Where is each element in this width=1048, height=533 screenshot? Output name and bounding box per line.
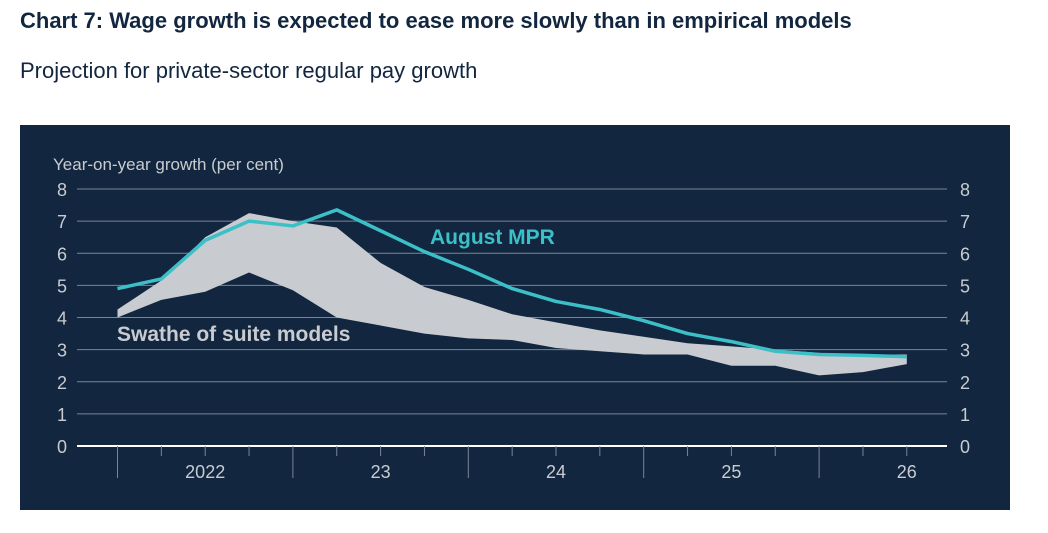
y-tick-label-left: 0 [57, 437, 67, 457]
y-tick-label-left: 7 [57, 212, 67, 232]
x-tick-label: 25 [721, 462, 741, 482]
chart-title: Chart 7: Wage growth is expected to ease… [20, 8, 852, 33]
x-tick-label: 24 [546, 462, 566, 482]
y-tick-label-left: 4 [57, 309, 67, 329]
august-mpr-line [117, 208, 907, 359]
legend-august-mpr: August MPR [430, 226, 555, 249]
chart-subtitle: Projection for private-sector regular pa… [20, 58, 478, 83]
y-tick-label-right: 2 [960, 373, 970, 393]
y-tick-label-left: 1 [57, 405, 67, 425]
y-tick-label-right: 5 [960, 276, 970, 296]
y-tick-label-left: 2 [57, 373, 67, 393]
y-tick-label-left: 8 [57, 180, 67, 200]
x-tick-label: 26 [897, 462, 917, 482]
y-tick-label-right: 1 [960, 405, 970, 425]
y-tick-label-right: 4 [960, 309, 970, 329]
y-tick-label-left: 5 [57, 276, 67, 296]
y-tick-label-right: 6 [960, 244, 970, 264]
y-tick-label-left: 6 [57, 244, 67, 264]
y-tick-label-right: 0 [960, 437, 970, 457]
x-tick-label: 23 [371, 462, 391, 482]
y-tick-label-right: 7 [960, 212, 970, 232]
y-tick-label-right: 8 [960, 180, 970, 200]
y-tick-label-left: 3 [57, 341, 67, 361]
y-axis-label: Year-on-year growth (per cent) [53, 155, 284, 174]
y-tick-label-right: 3 [960, 341, 970, 361]
x-tick-label: 2022 [185, 462, 225, 482]
legend-swathe: Swathe of suite models [117, 323, 350, 346]
swathe-band [117, 213, 907, 376]
